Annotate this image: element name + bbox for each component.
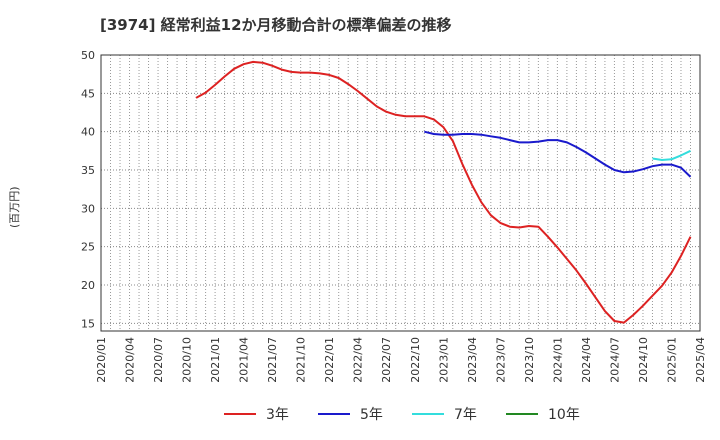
legend-label: 10年 xyxy=(548,407,580,423)
x-tick-label: 2024/10 xyxy=(637,337,650,383)
y-tick-label: 40 xyxy=(81,126,95,139)
y-tick-label: 30 xyxy=(81,202,95,215)
x-tick-label: 2021/07 xyxy=(266,337,279,383)
x-tick-label: 2022/04 xyxy=(352,337,365,383)
series-line-5年 xyxy=(424,130,692,178)
legend-label: 5年 xyxy=(360,407,383,423)
x-tick-label: 2020/01 xyxy=(95,337,108,383)
x-tick-label: 2021/10 xyxy=(295,337,308,383)
x-tick-label: 2021/01 xyxy=(209,337,222,383)
x-tick-label: 2025/04 xyxy=(694,337,707,383)
x-tick-label: 2020/07 xyxy=(152,337,165,383)
x-tick-label: 2023/04 xyxy=(466,337,479,383)
y-tick-label: 20 xyxy=(81,279,95,292)
x-tick-label: 2020/04 xyxy=(124,337,137,383)
x-tick-label: 2025/01 xyxy=(665,337,678,383)
series-line-7年 xyxy=(652,149,691,161)
x-tick-label: 2023/07 xyxy=(494,337,507,383)
legend-label: 7年 xyxy=(454,407,477,423)
x-tick-label: 2023/01 xyxy=(437,337,450,383)
plot-area xyxy=(101,55,700,331)
y-tick-label: 35 xyxy=(81,164,95,177)
y-tick-label: 50 xyxy=(81,49,95,62)
series-line-3年 xyxy=(195,60,692,324)
chart-title: [3974] 経常利益12か月移動合計の標準偏差の推移 xyxy=(100,16,452,34)
x-tick-label: 2020/10 xyxy=(181,337,194,383)
x-tick-label: 2024/01 xyxy=(551,337,564,383)
x-tick-label: 2022/10 xyxy=(409,337,422,383)
x-tick-label: 2022/01 xyxy=(323,337,336,383)
y-tick-label: 25 xyxy=(81,241,95,254)
x-tick-label: 2024/07 xyxy=(608,337,621,383)
x-tick-label: 2022/07 xyxy=(380,337,393,383)
y-tick-label: 45 xyxy=(81,87,95,100)
x-tick-label: 2021/04 xyxy=(238,337,251,383)
y-tick-label: 15 xyxy=(81,317,95,330)
x-tick-label: 2024/04 xyxy=(580,337,593,383)
x-tick-label: 2023/10 xyxy=(523,337,536,383)
legend-label: 3年 xyxy=(266,407,289,423)
plot-border xyxy=(100,54,701,332)
